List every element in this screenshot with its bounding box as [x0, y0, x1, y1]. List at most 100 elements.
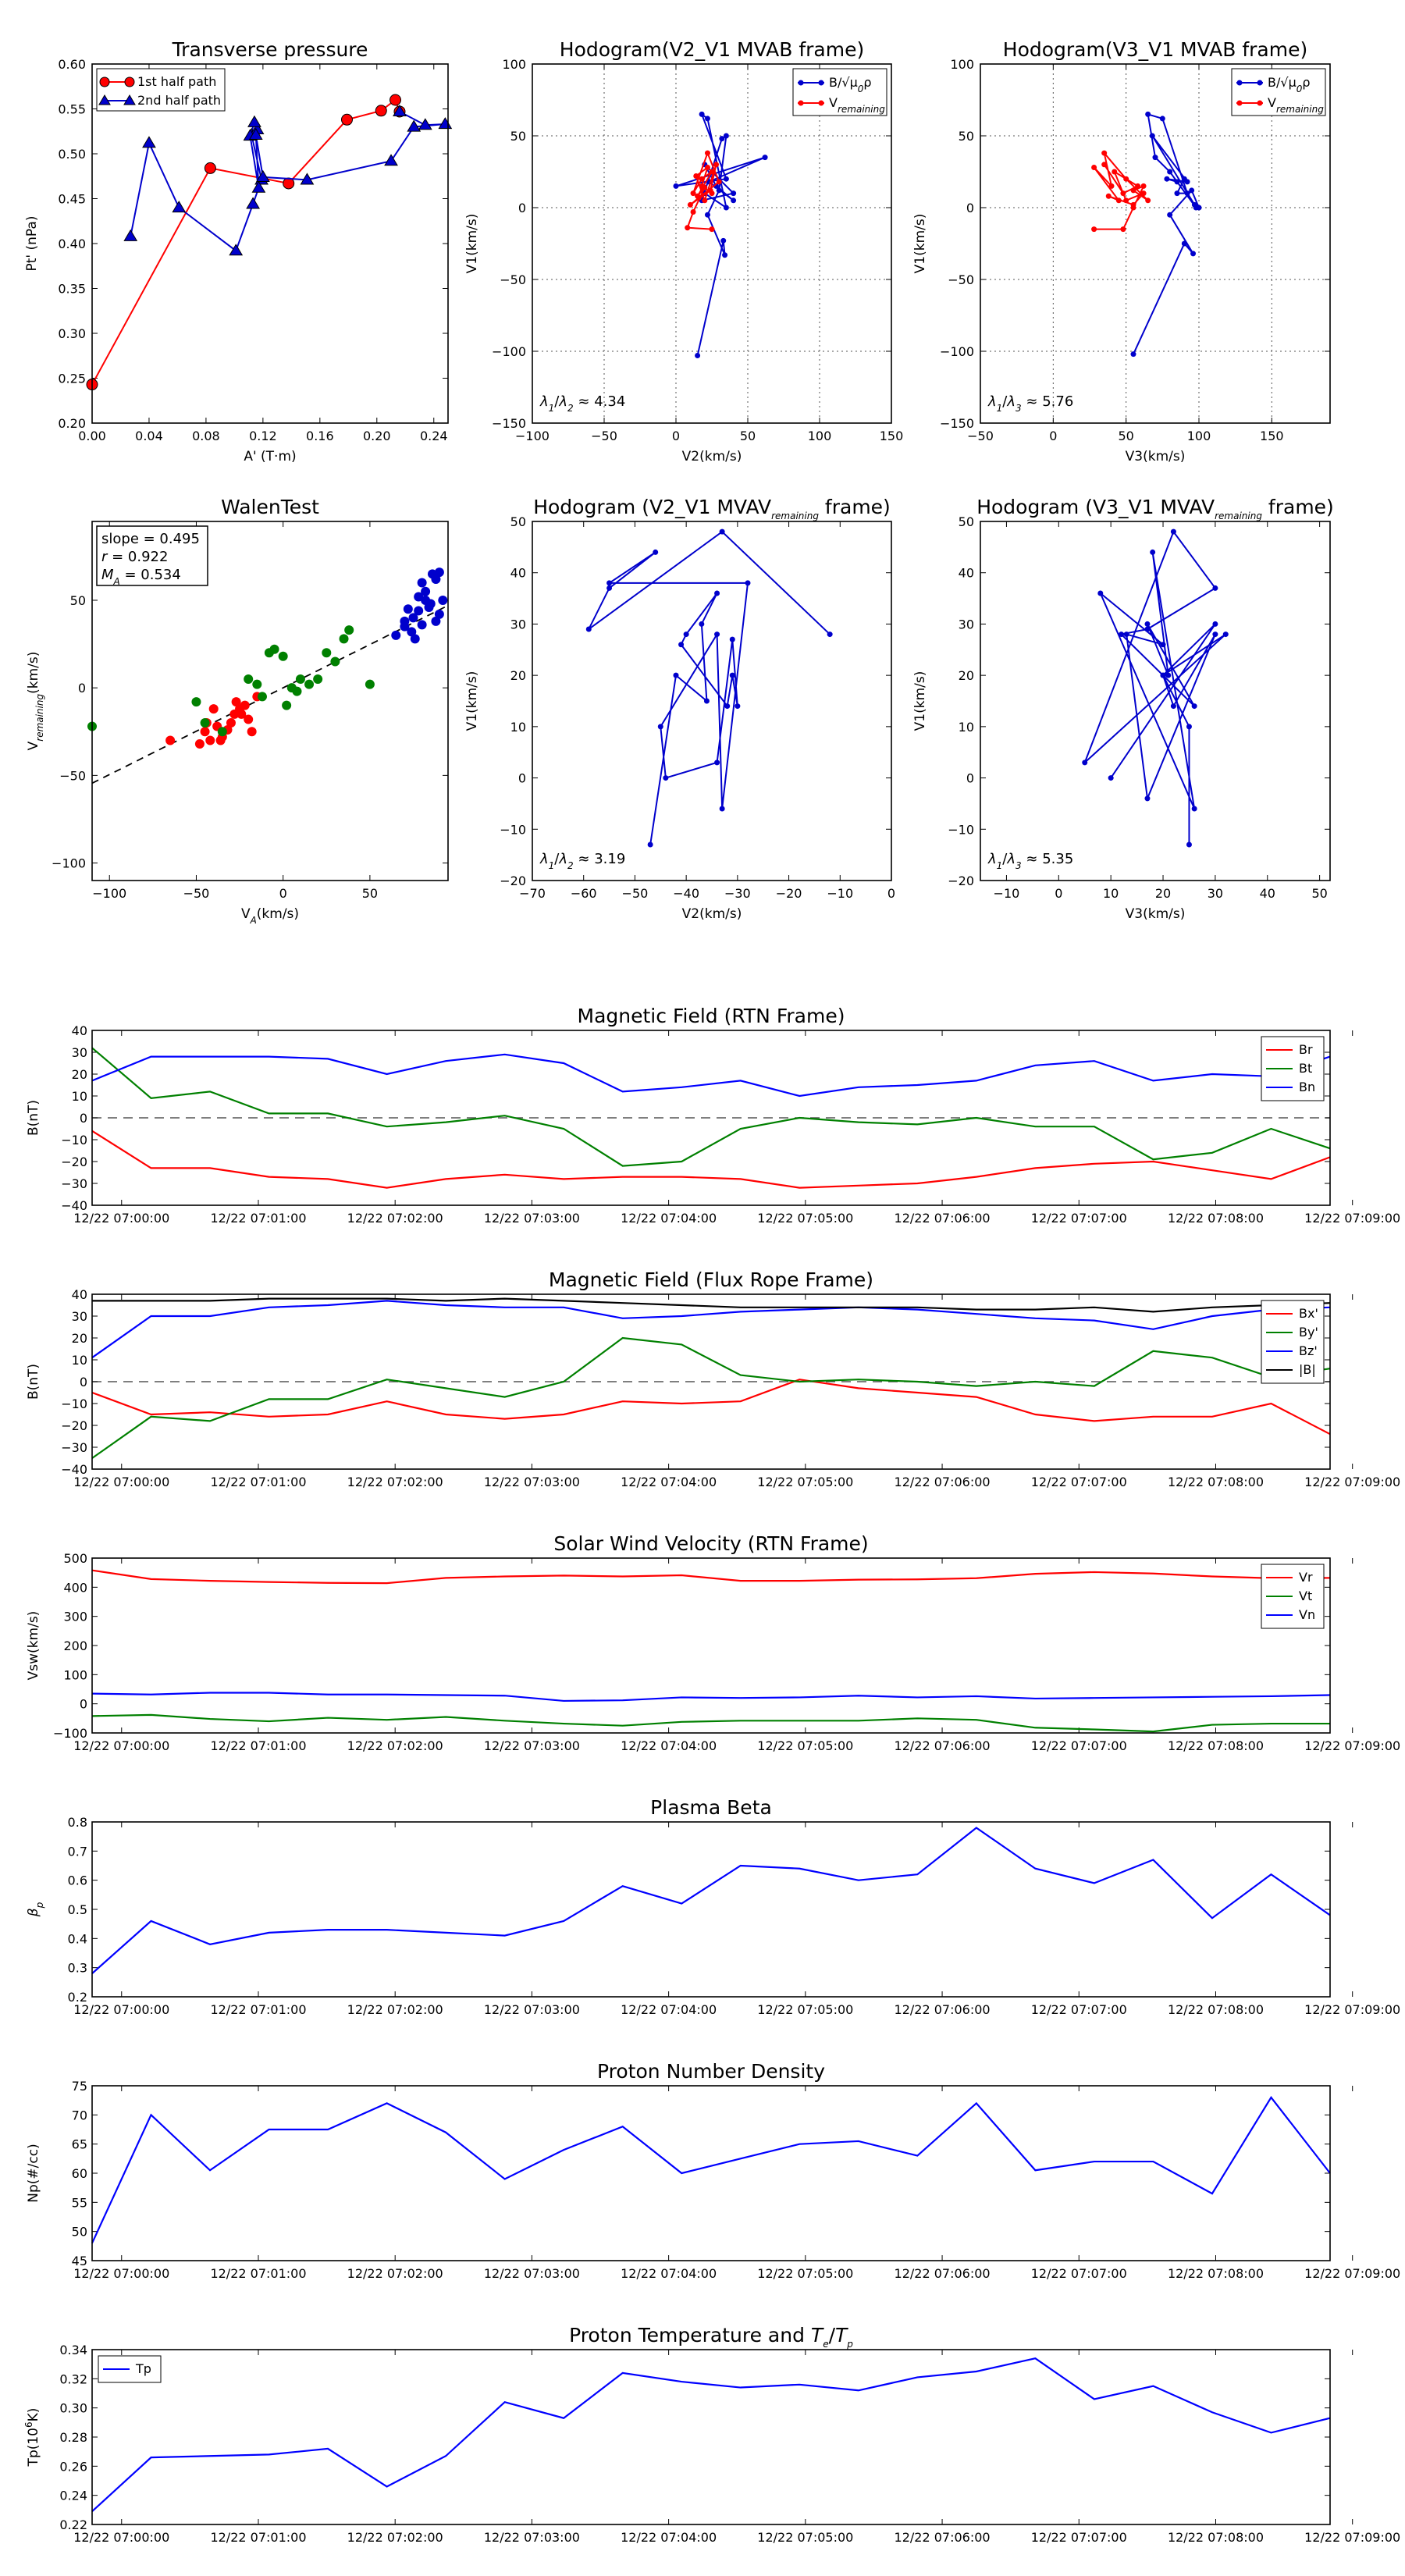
h2-data-point [1174, 179, 1180, 185]
h4-data-point [1144, 626, 1151, 632]
tp_temp-legend: Tp [98, 2355, 162, 2383]
h1-data-point [704, 212, 710, 218]
h4-title: Hodogram (V3_V1 MVAVremaining frame) [976, 496, 1334, 521]
walen-data-point [205, 735, 215, 745]
mag_fr-series-by [91, 1336, 1331, 1459]
h3-ytick-label: −20 [500, 873, 526, 888]
h4-data-point [1170, 528, 1176, 535]
mag_rtn-legend-label: Bn [1299, 1080, 1315, 1094]
h3-xtick-label: −40 [673, 886, 699, 901]
mag_fr-legend-label: By' [1299, 1325, 1318, 1340]
walen-data-point [257, 692, 267, 702]
h3-data-point [827, 632, 833, 638]
tp-ytick-label: 0.50 [58, 147, 86, 162]
mag_rtn-ytick-label: −40 [61, 1198, 87, 1213]
walen-data-point [244, 714, 254, 724]
walen-data-point [194, 738, 205, 749]
mag_rtn-ytick-label: 10 [72, 1089, 87, 1104]
walen-data-point [200, 727, 210, 737]
h2-annotation: λ1/λ3 ≈ 5.76 [987, 393, 1073, 414]
h3-xtick-label: −50 [622, 886, 649, 901]
np-xtick-label: 12/22 07:07:00 [1031, 2266, 1127, 2281]
h1-xtick-label: 100 [808, 429, 832, 443]
tp-legend-marker [124, 76, 135, 87]
h2-xtick-label: 50 [1118, 429, 1133, 443]
walen-xtick-label: −50 [183, 886, 210, 901]
h2-data-point [1181, 176, 1187, 182]
walen-data-point [247, 727, 257, 737]
vsw-xtick-label: 12/22 07:08:00 [1168, 1738, 1264, 1753]
beta-xtick-label: 12/22 07:07:00 [1031, 2002, 1127, 2017]
walen-data-point [208, 704, 219, 714]
h1-data-point [716, 179, 722, 185]
tp-xlabel: A' (T·m) [244, 449, 296, 464]
h1-xtick-label: −50 [591, 429, 617, 443]
h3-ytick-label: 40 [510, 566, 526, 581]
h3-data-point [585, 626, 592, 632]
walen-stat-slope: slope = 0.495 [101, 531, 200, 547]
h1-legend-marker [818, 100, 824, 106]
h2-data-point [1130, 351, 1136, 358]
h4-chart: −10 0 10 20 30 40 50−20−1001020304050Hodogram … [912, 496, 1334, 922]
h1-chart: −100 −50 0 50 100 150−150−100−50050100Hodogra… [464, 38, 903, 464]
tp-data-point [172, 201, 187, 213]
h4-data-point [1191, 703, 1197, 710]
np-ytick-label: 75 [72, 2079, 87, 2094]
beta-ylabel: βp [26, 1902, 45, 1917]
h1-data-point [702, 197, 708, 204]
tp-xtick-label: 0.20 [363, 429, 391, 443]
vsw-xtick-label: 12/22 07:02:00 [347, 1738, 443, 1753]
h4-data-point [1108, 775, 1114, 781]
np-ytick-label: 70 [72, 2108, 87, 2122]
mag_fr-ytick-label: 0 [80, 1375, 87, 1389]
h1-xlabel: V2(km/s) [682, 449, 742, 464]
h2-data-point [1174, 190, 1180, 197]
h2-data-point [1149, 133, 1155, 139]
h2-ytick-label: −100 [940, 344, 974, 359]
h3-data-point [606, 585, 613, 591]
h2-data-point [1189, 187, 1195, 194]
beta-ytick-label: 0.4 [68, 1931, 87, 1946]
mag_rtn-xtick-label: 12/22 07:05:00 [757, 1211, 853, 1226]
tp-data-point [407, 119, 422, 132]
h3-ytick-label: 50 [510, 514, 526, 529]
mag_fr-ytick-label: 20 [72, 1331, 87, 1346]
np-title: Proton Number Density [597, 2060, 825, 2083]
h1-data-point [723, 176, 729, 182]
h1-xtick-label: 50 [740, 429, 756, 443]
np-xtick-label: 12/22 07:03:00 [484, 2266, 580, 2281]
tp_temp-xtick-label: 12/22 07:02:00 [347, 2530, 443, 2545]
tp_temp-ytick-label: 0.32 [59, 2371, 87, 2386]
h1-legend-label: B/√μ0ρ [829, 75, 872, 94]
np-xtick-label: 12/22 07:00:00 [73, 2266, 169, 2281]
h2-data-point [1105, 193, 1112, 199]
h2-data-point [1145, 111, 1151, 117]
tp_temp-ytick-label: 0.26 [59, 2459, 87, 2474]
h2-series-line [1133, 112, 1201, 355]
mag_fr-ytick-label: 30 [72, 1309, 87, 1324]
walen-data-point [414, 592, 424, 602]
mag_rtn-legend-label: Bt [1299, 1061, 1312, 1076]
h3-data-point [735, 703, 741, 710]
h4-data-point [1160, 642, 1166, 648]
h2-data-point [1130, 201, 1136, 208]
walen-data-point [391, 630, 401, 640]
tp-data-point [123, 229, 138, 241]
walen-data-point [410, 634, 420, 644]
h4-data-point [1212, 621, 1218, 627]
mag_fr-axes-frame [91, 1293, 1331, 1470]
h1-data-point [690, 209, 696, 215]
h3-series-line [588, 530, 831, 845]
h2-data-point [1112, 169, 1118, 175]
h3-xtick-label: −60 [571, 886, 597, 901]
h4-xtick-label: 10 [1103, 886, 1119, 901]
walen-chart: −100 −50 0 50 −100 −50 0 50 WalenTest VA(km/s) Vre… [26, 496, 449, 926]
walen-data-point [431, 616, 441, 626]
tp_temp-xtick-label: 12/22 07:04:00 [621, 2530, 717, 2545]
h1-data-point [709, 226, 715, 233]
walen-data-point [231, 697, 241, 707]
mag_fr-xtick-label: 12/22 07:07:00 [1031, 1475, 1127, 1489]
tp_temp-xtick-label: 12/22 07:05:00 [757, 2530, 853, 2545]
tp-ytick-label: 0.30 [58, 326, 86, 341]
h3-data-point [719, 528, 725, 535]
